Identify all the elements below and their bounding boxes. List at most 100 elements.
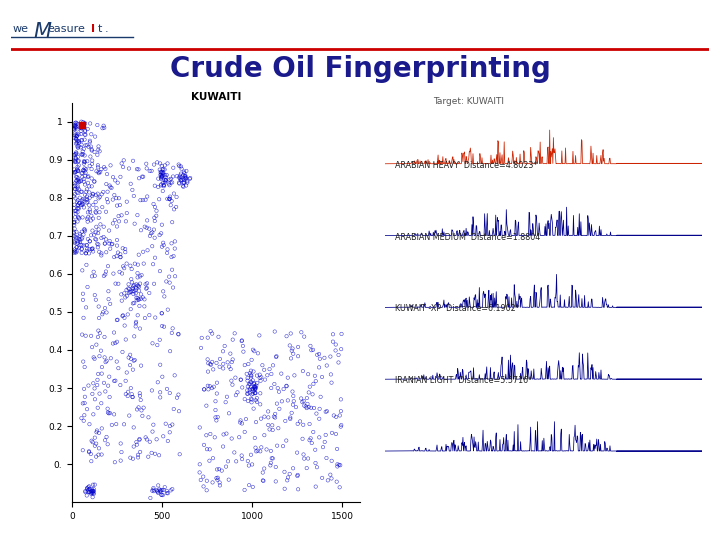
- Point: [73, 237, 84, 246]
- Point: [147, 339, 158, 348]
- Point: [72, 137, 84, 145]
- Point: [80, 488, 91, 496]
- Point: [198, 385, 210, 394]
- Point: [132, 311, 143, 320]
- Point: [86, 485, 98, 494]
- Text: M: M: [33, 22, 51, 42]
- Point: [70, 233, 81, 242]
- Point: [87, 190, 99, 199]
- Point: [92, 161, 104, 170]
- Point: [70, 210, 81, 218]
- Point: [69, 157, 81, 165]
- Point: [96, 234, 107, 242]
- Point: [128, 423, 140, 432]
- Point: [132, 281, 143, 290]
- Point: [249, 385, 261, 394]
- Point: [101, 180, 112, 188]
- Point: [211, 474, 222, 482]
- Point: [174, 173, 185, 182]
- Point: [117, 311, 129, 320]
- Point: [156, 322, 168, 330]
- Point: [154, 335, 166, 344]
- Point: [76, 136, 88, 145]
- Point: [143, 311, 155, 320]
- Point: [121, 368, 132, 377]
- Point: [76, 330, 88, 339]
- Point: [333, 358, 344, 367]
- Point: [73, 178, 84, 186]
- Point: [127, 454, 139, 463]
- Point: [96, 165, 107, 173]
- Point: [166, 329, 178, 338]
- Point: [71, 176, 83, 185]
- Point: [276, 369, 287, 378]
- Point: [96, 424, 107, 433]
- Point: [249, 385, 261, 394]
- Point: [161, 248, 173, 257]
- Point: [93, 213, 104, 222]
- Point: [81, 214, 93, 223]
- Point: [93, 169, 104, 178]
- Point: [85, 216, 96, 225]
- Point: [76, 169, 87, 178]
- Point: [121, 259, 132, 268]
- Point: [257, 476, 269, 485]
- Point: [75, 240, 86, 249]
- Point: [107, 195, 119, 204]
- Point: [93, 142, 104, 151]
- Point: [129, 287, 140, 296]
- Point: [71, 247, 83, 255]
- Point: [158, 287, 169, 296]
- Point: [117, 262, 129, 271]
- Point: [118, 420, 130, 429]
- Point: [252, 447, 264, 455]
- Point: [178, 179, 189, 187]
- Point: [330, 346, 341, 355]
- Point: [73, 214, 85, 222]
- Point: [101, 248, 112, 256]
- Point: [91, 204, 102, 212]
- Point: [115, 439, 127, 448]
- Point: [90, 191, 102, 199]
- Point: [74, 238, 86, 246]
- Point: [247, 376, 258, 384]
- Point: [225, 376, 237, 385]
- Point: [232, 388, 243, 397]
- Point: [132, 165, 144, 174]
- Point: [92, 229, 104, 238]
- Point: [145, 229, 157, 238]
- Point: [89, 177, 100, 186]
- Point: [148, 260, 159, 268]
- Point: [77, 213, 89, 222]
- Point: [134, 324, 145, 333]
- Point: [254, 389, 266, 397]
- Point: [114, 253, 126, 261]
- Point: [135, 226, 147, 234]
- Point: [128, 299, 140, 307]
- Point: [71, 185, 83, 193]
- Point: [86, 245, 98, 253]
- Point: [258, 476, 269, 485]
- Point: [74, 177, 86, 186]
- Point: [242, 376, 253, 385]
- Point: [96, 450, 107, 459]
- Point: [248, 387, 259, 396]
- Point: [169, 244, 181, 253]
- Point: [146, 487, 158, 495]
- Point: [87, 244, 99, 253]
- Point: [144, 232, 156, 240]
- Point: [85, 450, 96, 458]
- Point: [156, 172, 167, 181]
- Point: [132, 403, 144, 411]
- Point: [155, 486, 166, 495]
- Point: [204, 360, 216, 368]
- Point: [310, 409, 322, 418]
- Point: [78, 225, 90, 233]
- Point: [68, 192, 80, 201]
- Point: [233, 433, 245, 442]
- Point: [305, 342, 316, 350]
- Point: [84, 482, 95, 491]
- Point: [130, 318, 142, 326]
- Point: [101, 356, 112, 365]
- Point: [82, 282, 94, 291]
